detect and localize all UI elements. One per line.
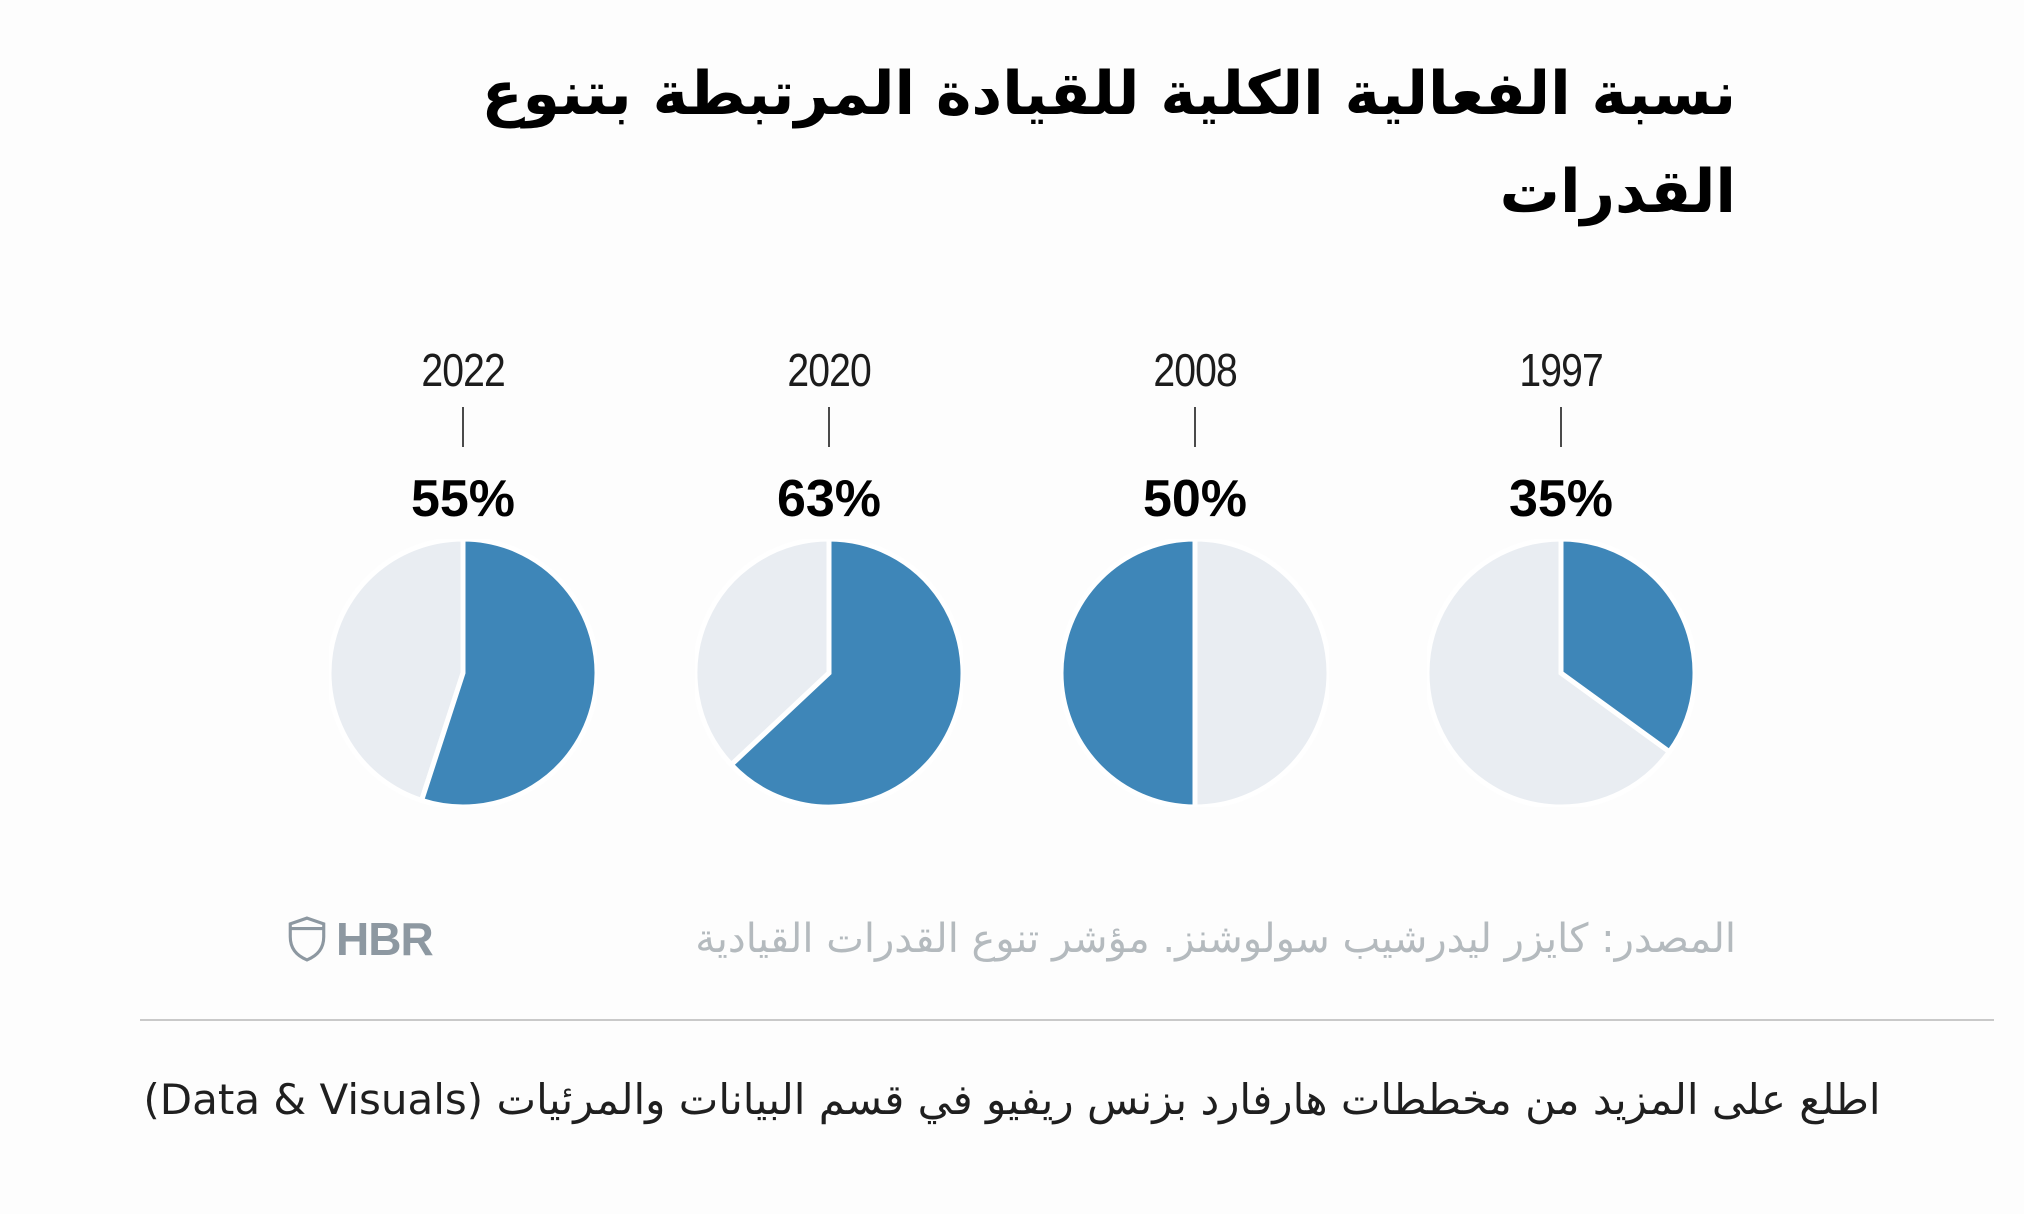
year-label: 2020 <box>787 344 871 396</box>
chart-title: نسبة الفعالية الكلية للقيادة المرتبطة بت… <box>288 45 1736 241</box>
bottom-note: اطلع على المزيد من مخططات هارفارد بزنس ر… <box>143 1075 1881 1124</box>
percent-label: 55% <box>410 470 516 528</box>
percent-label: 63% <box>776 470 882 528</box>
pie-slice-filled <box>1061 539 1198 807</box>
pie-slice-remainder <box>1192 539 1329 807</box>
divider-line <box>140 1019 1994 1021</box>
source-note: المصدر: كايزر ليدرشيب سولوشنز. مؤشر تنوع… <box>695 916 1736 962</box>
pie-chart-2008 <box>1061 539 1329 807</box>
chart-content: نسبة الفعالية الكلية للقيادة المرتبطة بت… <box>0 45 2024 965</box>
year-label: 2008 <box>1153 344 1237 396</box>
pies-row: 2022 55% 2020 63% 2008 50% 1997 35% <box>288 345 1736 807</box>
tick-mark <box>828 407 830 447</box>
hbr-shield-icon <box>288 916 326 962</box>
percent-label: 35% <box>1508 470 1614 528</box>
pie-chart-2020 <box>695 539 963 807</box>
pie-column-2008: 2008 50% <box>1061 345 1329 807</box>
tick-mark <box>462 407 464 447</box>
meta-row: HBR المصدر: كايزر ليدرشيب سولوشنز. مؤشر … <box>288 913 1736 965</box>
chart-title-line1: نسبة الفعالية الكلية للقيادة المرتبطة بت… <box>481 59 1736 129</box>
year-label: 1997 <box>1519 344 1603 396</box>
tick-mark <box>1560 407 1562 447</box>
pie-chart-2022 <box>329 539 597 807</box>
pie-slice-remainder <box>695 539 832 769</box>
tick-mark <box>1194 407 1196 447</box>
pie-slice-remainder <box>329 539 466 804</box>
pie-slice-filled <box>727 539 963 807</box>
pie-column-2022: 2022 55% <box>329 345 597 807</box>
hbr-logo-text: HBR <box>336 913 434 965</box>
year-label: 2022 <box>421 344 505 396</box>
pie-column-1997: 1997 35% <box>1427 345 1695 807</box>
hbr-logo: HBR <box>288 912 434 966</box>
pie-chart-1997 <box>1427 539 1695 807</box>
percent-label: 50% <box>1142 470 1248 528</box>
pie-column-2020: 2020 63% <box>695 345 963 807</box>
pie-slice-filled <box>418 539 597 807</box>
pie-slice-filled <box>1558 539 1695 756</box>
pie-slice-remainder <box>1427 539 1673 807</box>
chart-title-line2: القدرات <box>1499 157 1736 227</box>
